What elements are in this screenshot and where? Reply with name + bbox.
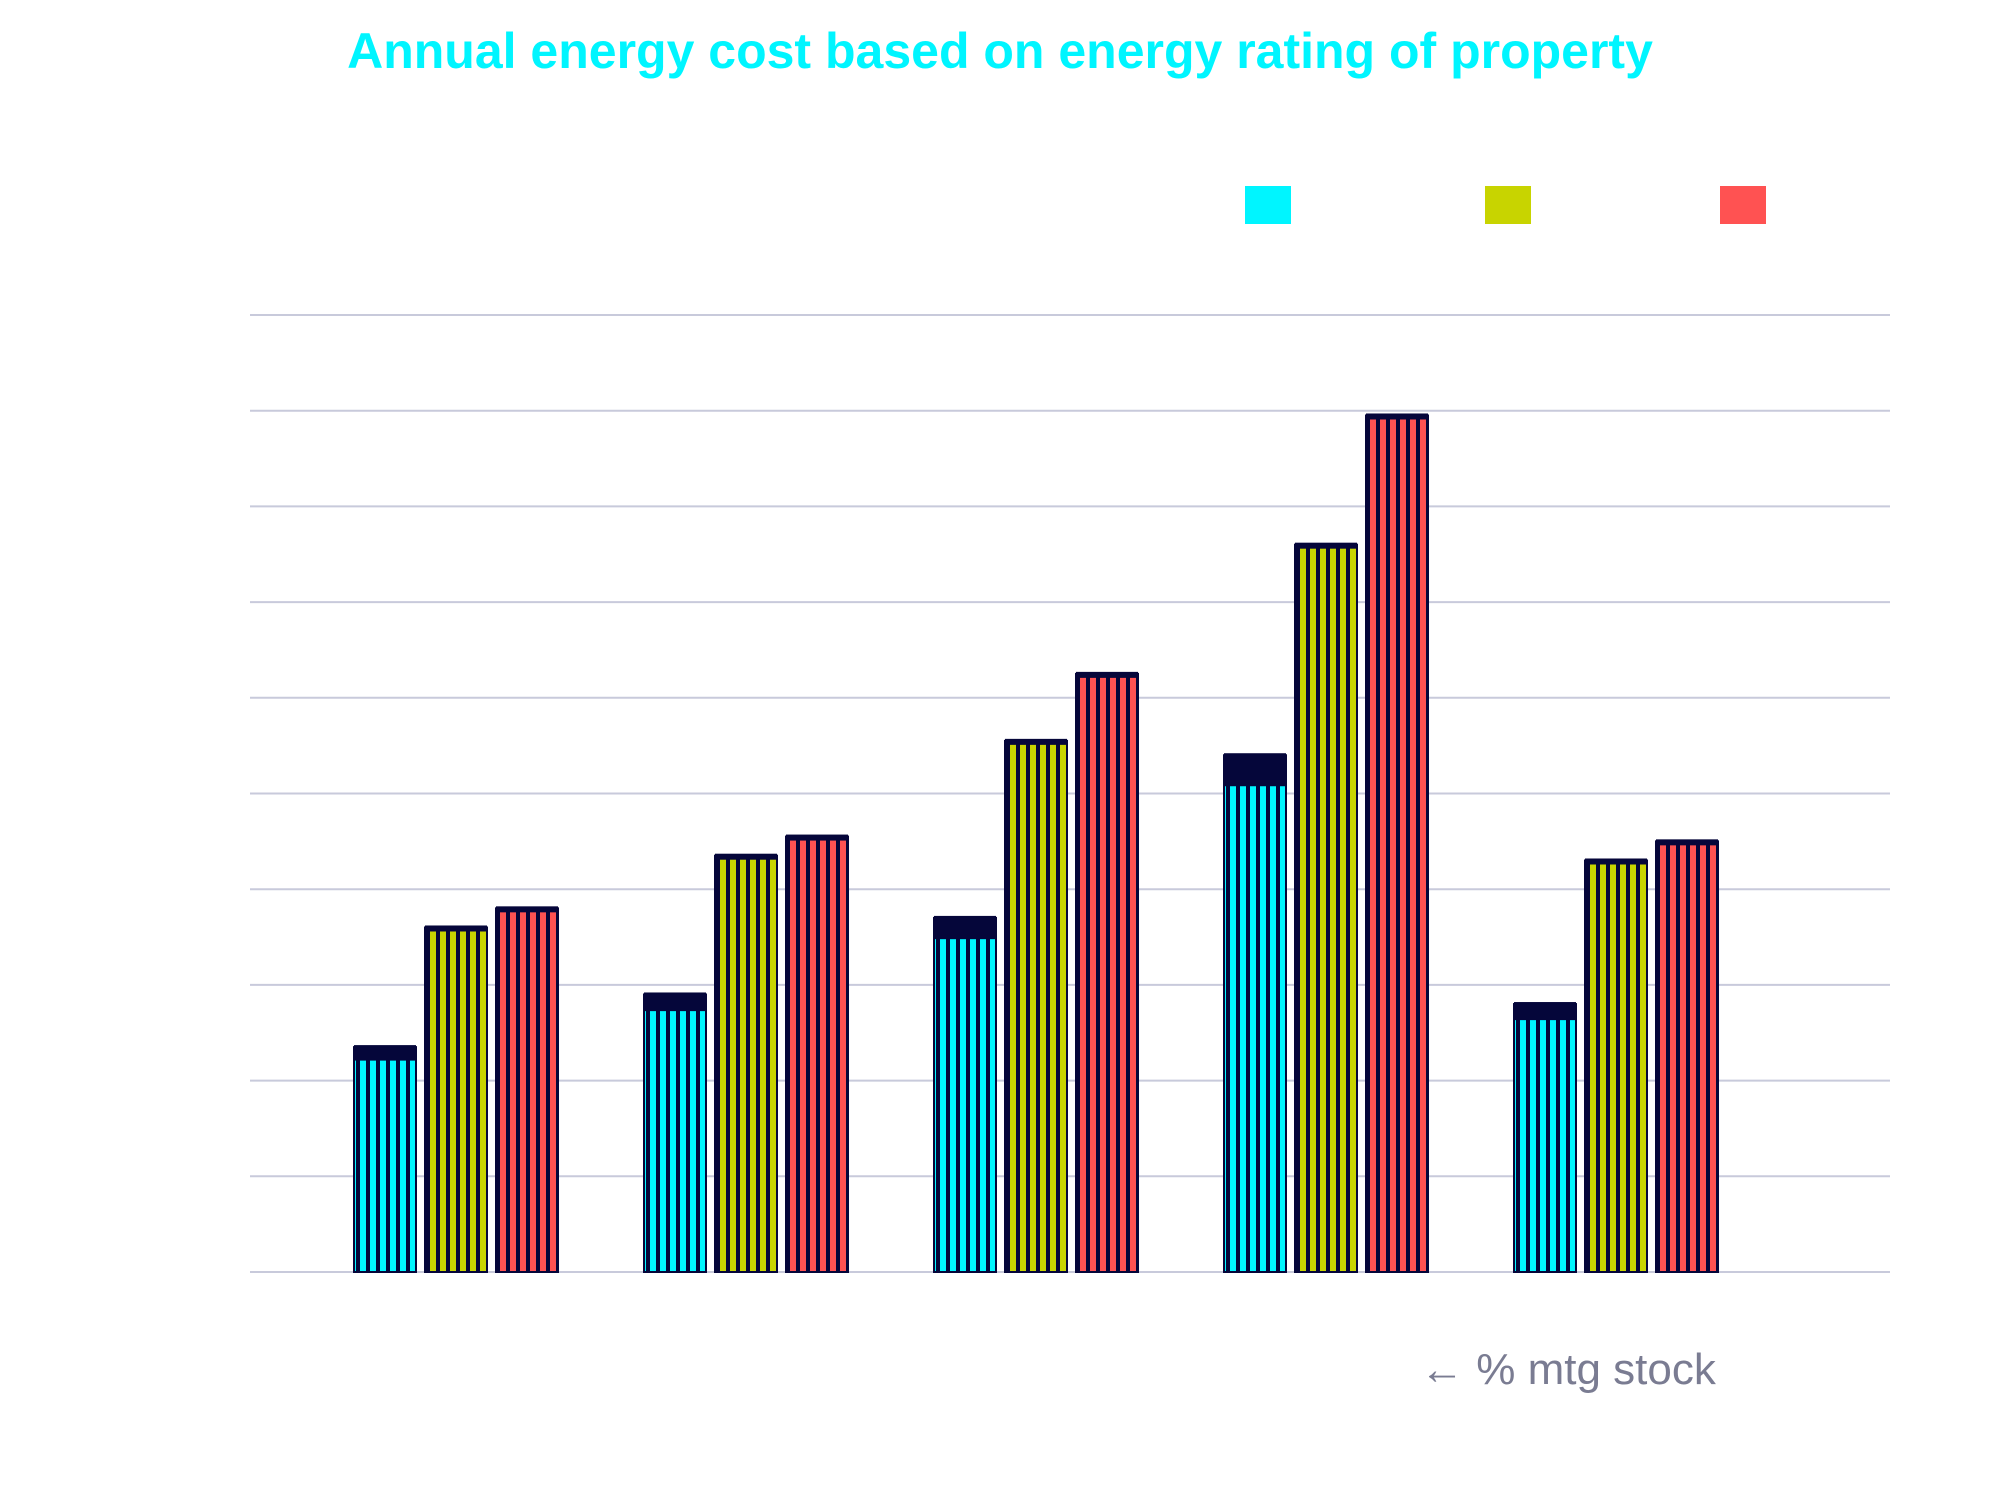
bar-top-cap: [425, 925, 487, 932]
bar: [1655, 840, 1719, 1273]
legend-swatch: [1485, 186, 1531, 224]
bar: [785, 835, 849, 1273]
bar-top-cap: [1295, 542, 1357, 549]
bar: [714, 854, 778, 1274]
bar-top-cap: [1366, 413, 1428, 420]
bar-top-cap: [1656, 839, 1718, 846]
bar-top-cap: [786, 834, 848, 841]
bar-top-cap: [1585, 858, 1647, 865]
bar: [1004, 739, 1068, 1273]
legend-swatch: [1720, 186, 1766, 224]
bar: [1365, 414, 1429, 1273]
mortgage-stock-marker: [354, 1047, 416, 1061]
bar-top-cap: [1076, 671, 1138, 678]
bar: [643, 993, 707, 1273]
bar: [353, 1046, 417, 1273]
mortgage-stock-marker: [1514, 1004, 1576, 1021]
mortgage-stock-marker: [934, 917, 996, 940]
bar: [933, 916, 997, 1273]
bar-top-cap: [715, 853, 777, 860]
bar: [1294, 543, 1358, 1273]
bars: [353, 413, 1719, 1274]
bar-top-cap: [1005, 738, 1067, 745]
chart-title: Annual energy cost based on energy ratin…: [347, 23, 1653, 79]
bar: [1075, 672, 1139, 1273]
bar: [495, 907, 559, 1274]
legend: [1245, 186, 1766, 224]
mortgage-stock-marker: [1224, 755, 1286, 787]
bar: [1513, 1003, 1577, 1273]
mortgage-stock-marker: [644, 994, 706, 1012]
bar-top-cap: [496, 906, 558, 913]
bar: [424, 926, 488, 1273]
mortgage-stock-annotation: ← % mtg stock: [1420, 1345, 1716, 1394]
bar: [1584, 859, 1648, 1273]
legend-swatch: [1245, 186, 1291, 224]
bar: [1223, 754, 1287, 1273]
